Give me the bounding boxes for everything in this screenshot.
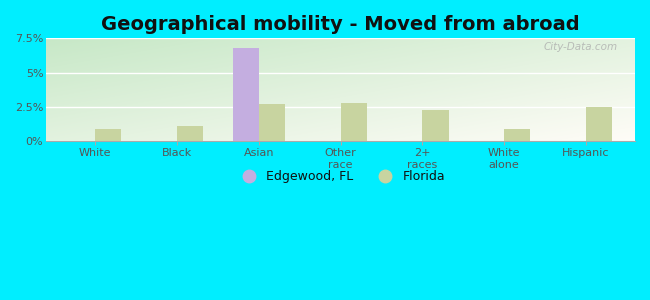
Text: City-Data.com: City-Data.com bbox=[543, 42, 618, 52]
Bar bbox=[341, 103, 367, 141]
Bar bbox=[259, 104, 285, 141]
Title: Geographical mobility - Moved from abroad: Geographical mobility - Moved from abroa… bbox=[101, 15, 580, 34]
Bar bbox=[422, 110, 448, 141]
Bar bbox=[95, 129, 122, 141]
Legend: Edgewood, FL, Florida: Edgewood, FL, Florida bbox=[231, 165, 450, 188]
Bar bbox=[177, 126, 203, 141]
Bar bbox=[233, 48, 259, 141]
Bar bbox=[586, 107, 612, 141]
Bar bbox=[504, 130, 530, 141]
